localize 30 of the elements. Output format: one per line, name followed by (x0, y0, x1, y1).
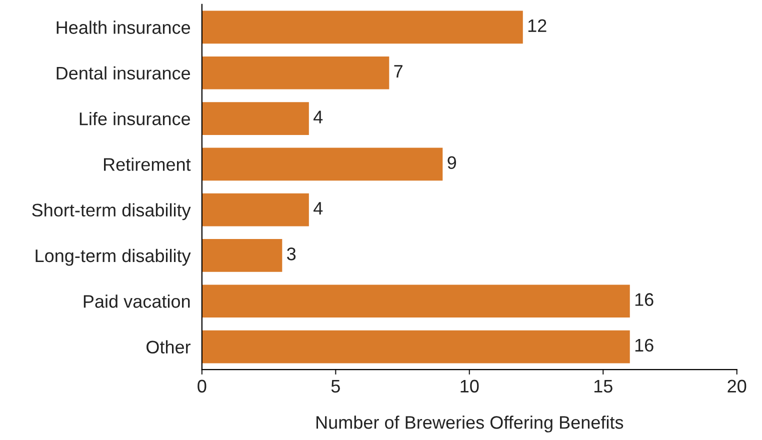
x-tick-label: 0 (198, 380, 206, 393)
bar (202, 102, 309, 135)
y-tick-label: Short-term disability (32, 203, 191, 220)
bar (202, 239, 282, 272)
data-label: 16 (635, 338, 654, 352)
data-label: 9 (448, 156, 456, 170)
x-tick-label: 5 (331, 380, 340, 393)
bar (202, 56, 390, 90)
data-label: 12 (528, 19, 546, 32)
bar (202, 330, 630, 364)
data-label: 4 (313, 110, 323, 124)
x-tick-label: 20 (728, 380, 746, 393)
y-tick-label: Life insurance (80, 112, 190, 126)
data-label: 16 (635, 293, 654, 306)
y-tick-label: Retirement (104, 158, 191, 171)
y-tick-label: Paid vacation (84, 294, 190, 308)
data-label: 3 (287, 248, 296, 260)
bar (202, 193, 309, 226)
y-tick-label: Long-term disability (36, 248, 191, 266)
bar (202, 10, 523, 44)
data-label: 4 (313, 202, 323, 214)
x-axis-title: Number of Breweries Offering Benefits (316, 416, 624, 432)
bar (202, 284, 630, 318)
y-tick-label: Health insurance (56, 20, 190, 34)
y-tick-label: Other (146, 340, 191, 354)
x-tick-label: 10 (460, 380, 479, 393)
data-label: 7 (394, 65, 402, 78)
x-tick-label: 15 (594, 380, 612, 393)
bar (202, 148, 443, 181)
y-tick-label: Dental insurance (56, 66, 190, 80)
